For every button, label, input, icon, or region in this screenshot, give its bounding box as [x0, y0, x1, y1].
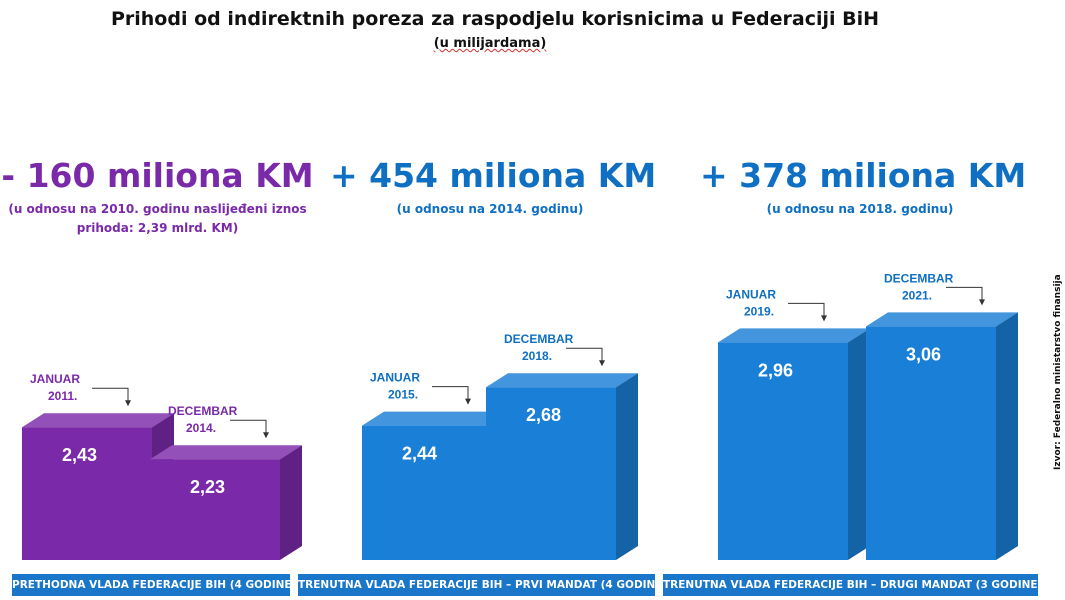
chart-title: Prihodi od indirektnih poreza za raspodj… — [110, 8, 880, 30]
group-headline-drugi-mandat: + 378 miliona KM — [700, 156, 1027, 195]
bar-period-label: DECEMBAR — [884, 271, 954, 285]
callout-arrow-line — [92, 387, 129, 403]
callout-arrow-head — [263, 432, 269, 439]
bar-period-label: 2019. — [744, 304, 774, 318]
callout-arrow-head — [979, 299, 985, 306]
bar-value-label: 2,23 — [190, 477, 225, 497]
bar-front-face — [486, 387, 616, 560]
bar-period-label: DECEMBAR — [504, 332, 574, 346]
group-label-drugi-mandat: TRENUTNA VLADA FEDERACIJE BIH – DRUGI MA… — [663, 574, 1038, 596]
bar-period-label: 2021. — [902, 288, 932, 302]
bar-period-label: DECEMBAR — [168, 404, 238, 418]
bar-value-label: 2,44 — [402, 444, 437, 464]
group-note-drugi-mandat: (u odnosu na 2018. godinu) — [700, 200, 1020, 219]
chart-subtitle: (u milijardama) — [433, 36, 547, 51]
bar-front-face — [718, 342, 848, 560]
group-label-prethodna: PRETHODNA VLADA FEDERACIJE BIH (4 GODINE… — [12, 574, 290, 596]
bar-period-label: 2014. — [186, 421, 216, 435]
bar-top-face — [150, 445, 302, 460]
bar-front-face — [866, 326, 996, 560]
bar-top-face — [362, 411, 514, 426]
callout-arrow-line — [432, 386, 469, 401]
bar-top-face — [866, 312, 1018, 327]
bar-period-label: JANUAR — [30, 372, 80, 386]
group-note-line: prihoda: 2,39 mlrd. KM) — [76, 221, 239, 235]
bar-top-face — [22, 413, 174, 428]
bar-period-label: 2018. — [522, 349, 552, 363]
callout-arrow-line — [946, 286, 983, 302]
bar-side-face — [616, 373, 638, 560]
group-headline-prethodna: - 160 miliona KM — [1, 156, 314, 195]
source-note: Izvor: Federalno ministarstvo finansija — [1053, 274, 1063, 470]
bar-period-label: 2015. — [388, 388, 418, 402]
bar — [486, 373, 638, 560]
bar-period-label: JANUAR — [726, 287, 776, 301]
bar — [718, 328, 870, 560]
bar-period-label: JANUAR — [370, 371, 420, 385]
bar-top-face — [718, 328, 870, 343]
group-note-prethodna: (u odnosu na 2010. godinu naslijeđeni iz… — [0, 200, 315, 238]
bar — [150, 445, 302, 560]
bar — [866, 312, 1018, 560]
group-label-prvi-mandat: TRENUTNA VLADA FEDERACIJE BIH – PRVI MAN… — [298, 574, 655, 596]
bar-value-label: 2,68 — [526, 405, 561, 425]
bar-side-face — [848, 328, 870, 560]
group-note-line: (u odnosu na 2010. godinu naslijeđeni iz… — [8, 202, 307, 216]
callout-arrow-head — [599, 360, 605, 367]
bar-front-face — [22, 427, 152, 560]
group-note-line: (u odnosu na 2018. godinu) — [766, 202, 954, 216]
bar-value-label: 3,06 — [906, 344, 941, 364]
group-headline-prvi-mandat: + 454 miliona KM — [330, 156, 657, 195]
callout-arrow-head — [465, 398, 471, 405]
callout-arrow-line — [788, 302, 825, 318]
bar-front-face — [150, 459, 280, 560]
bar-front-face — [362, 425, 492, 560]
callout-arrow-line — [566, 347, 603, 363]
bar-value-label: 2,43 — [62, 445, 97, 465]
group-note-line: (u odnosu na 2014. godinu) — [396, 202, 584, 216]
callout-arrow-line — [230, 419, 267, 435]
bar-value-label: 2,96 — [758, 360, 793, 380]
group-note-prvi-mandat: (u odnosu na 2014. godinu) — [330, 200, 650, 219]
bar-side-face — [996, 312, 1018, 560]
bar-period-label: 2011. — [48, 389, 77, 403]
bar-side-face — [280, 445, 302, 560]
callout-arrow-head — [821, 315, 827, 322]
callout-arrow-head — [125, 400, 131, 407]
bar-top-face — [486, 373, 638, 388]
